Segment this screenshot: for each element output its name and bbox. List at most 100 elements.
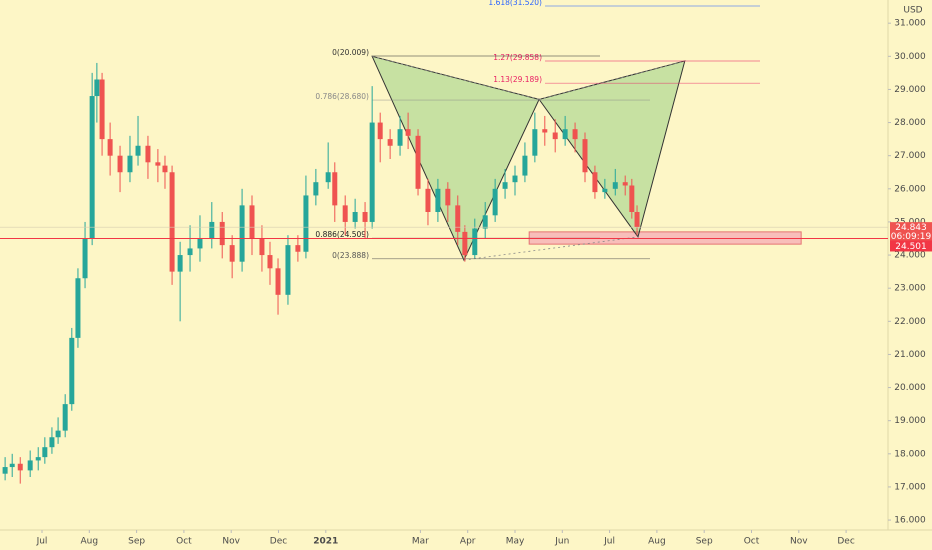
candle-body bbox=[303, 195, 309, 252]
candle-body bbox=[332, 172, 338, 206]
x-tick-label: May bbox=[506, 537, 525, 547]
fib-label: 0.786(28.680) bbox=[315, 92, 369, 101]
x-tick-label: Nov bbox=[790, 537, 808, 547]
fib-label: 0(20.009) bbox=[332, 48, 369, 57]
candle-body bbox=[397, 129, 403, 146]
candle-body bbox=[369, 122, 375, 222]
y-tick-label: 27.000 bbox=[894, 151, 926, 161]
y-tick-label: 16.000 bbox=[894, 516, 926, 526]
candle-body bbox=[49, 437, 55, 448]
candle-body bbox=[229, 245, 235, 262]
currency: USD bbox=[903, 6, 922, 16]
y-tick-label: 20.000 bbox=[894, 383, 926, 393]
y-tick-label: 23.000 bbox=[894, 284, 926, 294]
candle-body bbox=[532, 129, 538, 156]
candle-body bbox=[377, 122, 383, 140]
price-tag-bg bbox=[890, 222, 932, 243]
x-tick-label: Oct bbox=[744, 537, 760, 547]
x-tick-label: Apr bbox=[460, 537, 476, 547]
y-tick-label: 24.000 bbox=[894, 251, 926, 261]
candle-body bbox=[482, 215, 488, 229]
candle-body bbox=[342, 205, 348, 222]
candle-body bbox=[602, 188, 608, 193]
candle-body bbox=[502, 182, 508, 189]
y-tick-label: 17.000 bbox=[894, 482, 926, 492]
candle-body bbox=[362, 212, 368, 222]
candle-body bbox=[622, 182, 628, 186]
y-tick-label: 30.000 bbox=[894, 52, 926, 62]
x-tick-label: Dec bbox=[837, 537, 854, 547]
candle-body bbox=[27, 460, 33, 471]
price-tag-bg bbox=[890, 240, 932, 252]
y-tick-label: 18.000 bbox=[894, 449, 926, 459]
price-axis-bg bbox=[888, 0, 932, 550]
fib-label: 0(23.888) bbox=[332, 251, 369, 260]
candle-body bbox=[522, 155, 528, 176]
candle-body bbox=[285, 245, 291, 295]
candle-body bbox=[435, 188, 441, 212]
x-tick-label: Mar bbox=[412, 537, 429, 547]
candle-body bbox=[249, 205, 255, 239]
candle-body bbox=[425, 188, 431, 212]
candle-body bbox=[94, 79, 100, 97]
candle-body bbox=[35, 457, 41, 461]
harmonic-guide bbox=[372, 55, 685, 261]
candle-body bbox=[169, 172, 175, 272]
candle-body bbox=[267, 255, 273, 269]
candle-body bbox=[612, 182, 618, 189]
candle-body bbox=[177, 255, 183, 272]
candle-body bbox=[259, 238, 265, 256]
candle-body bbox=[352, 212, 358, 222]
candle-body bbox=[99, 79, 105, 140]
candle-body bbox=[69, 337, 75, 405]
x-tick-label: Jul bbox=[36, 537, 48, 547]
x-tick-label: Jun bbox=[554, 537, 569, 547]
candle-body bbox=[2, 467, 8, 474]
candle-body bbox=[239, 205, 245, 262]
fib-label: 1.27(29.858) bbox=[493, 53, 542, 62]
candle-body bbox=[275, 268, 281, 295]
candle-body bbox=[9, 463, 15, 468]
candle-body bbox=[135, 145, 141, 156]
candle-body bbox=[219, 221, 225, 246]
candle-body bbox=[107, 139, 113, 156]
candle-body bbox=[313, 182, 319, 196]
x-tick-label: Jul bbox=[603, 537, 615, 547]
price-tag: 24.843 bbox=[895, 223, 927, 233]
candle-body bbox=[582, 139, 588, 173]
y-tick-label: 22.000 bbox=[894, 317, 926, 327]
candle-body bbox=[405, 129, 411, 136]
x-tick-label: Sep bbox=[696, 537, 713, 547]
candle-body bbox=[455, 205, 461, 232]
candle-body bbox=[592, 172, 598, 193]
candle-body bbox=[542, 129, 548, 133]
candle-body bbox=[325, 172, 331, 183]
candle-body bbox=[145, 145, 151, 163]
candle-body bbox=[55, 430, 61, 438]
y-tick-label: 28.000 bbox=[894, 118, 926, 128]
x-tick-label: Sep bbox=[128, 537, 145, 547]
x-tick-label: 2021 bbox=[313, 537, 338, 547]
candle-body bbox=[492, 188, 498, 216]
candle-body bbox=[472, 228, 478, 256]
fib-label: 0.886(24.509) bbox=[315, 230, 369, 239]
candle-body bbox=[445, 188, 451, 206]
candle-body bbox=[75, 278, 81, 338]
harmonic-triangle bbox=[538, 60, 686, 238]
candle-body bbox=[295, 245, 301, 252]
candle-body bbox=[197, 238, 203, 249]
fib-label: 1.13(29.189) bbox=[493, 75, 542, 84]
fib-label: 1.618(31.520) bbox=[488, 0, 542, 7]
candle-body bbox=[187, 248, 193, 256]
candle-body bbox=[415, 135, 421, 189]
candle-body bbox=[552, 132, 558, 140]
candle-body bbox=[387, 139, 393, 146]
y-tick-label: 21.000 bbox=[894, 350, 926, 360]
x-tick-label: Aug bbox=[648, 537, 666, 547]
countdown: 06:09:19 bbox=[891, 232, 932, 242]
candle-body bbox=[82, 238, 88, 279]
candle-body bbox=[629, 185, 635, 212]
candle-body bbox=[462, 231, 468, 256]
price-tag: 24.501 bbox=[895, 242, 927, 252]
